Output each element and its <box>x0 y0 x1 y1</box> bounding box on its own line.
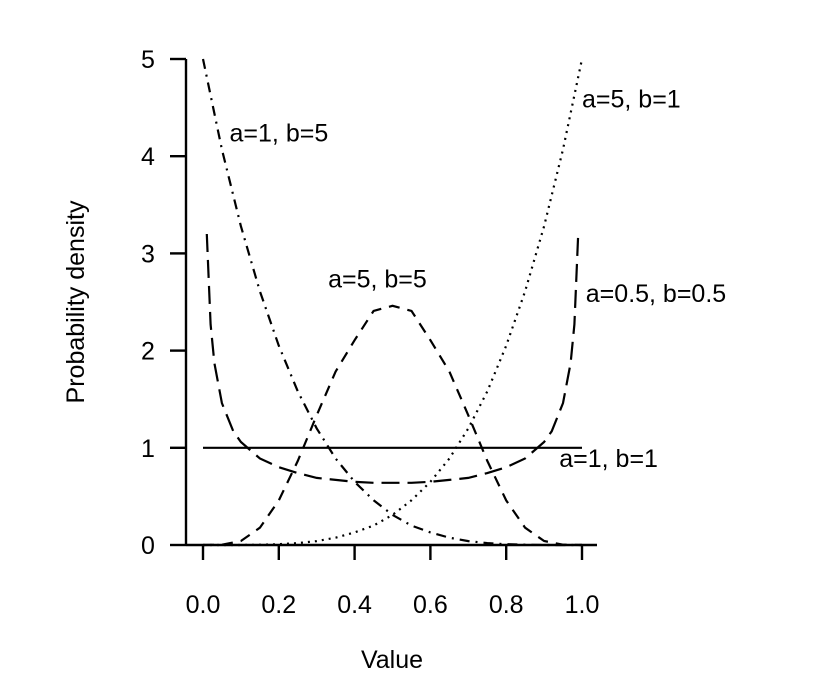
x-tick-label: 0.4 <box>337 591 372 619</box>
x-tick-label: 0.6 <box>413 591 448 619</box>
y-tick-label: 0 <box>141 532 155 560</box>
curve-labels-layer: a=1, b=5 a=5, b=1 a=5, b=5 a=0.5, b=0.5 a=1,… <box>230 86 727 474</box>
y-tick-label: 2 <box>141 338 155 366</box>
y-tick-label: 5 <box>141 46 155 74</box>
series-line-4 <box>202 304 583 547</box>
series-line-5 <box>205 233 580 484</box>
x-tick-label: 0.0 <box>186 591 221 619</box>
curve-label-4: a=0.5, b=0.5 <box>586 280 726 308</box>
x-tick-label: 1.0 <box>565 591 600 619</box>
curve-label-3: a=5, b=5 <box>328 265 427 293</box>
x-tick-label: 0.2 <box>261 591 296 619</box>
curve-label-2: a=5, b=1 <box>582 86 681 114</box>
x-tick-label: 0.8 <box>489 591 524 619</box>
axes-layer <box>184 59 597 547</box>
x-axis-title: Value <box>361 646 423 674</box>
y-tick-label: 1 <box>141 435 155 463</box>
y-tick-label: 4 <box>141 143 155 171</box>
curve-label-5: a=1, b=1 <box>559 445 658 473</box>
curve-label-1: a=1, b=5 <box>230 120 329 148</box>
y-axis-title: Probability density <box>62 200 90 403</box>
ticks-layer: 0 1 2 3 4 5 0.0 0.2 0.4 0.6 0.8 1.0 <box>141 46 599 619</box>
y-tick-label: 3 <box>141 240 155 268</box>
